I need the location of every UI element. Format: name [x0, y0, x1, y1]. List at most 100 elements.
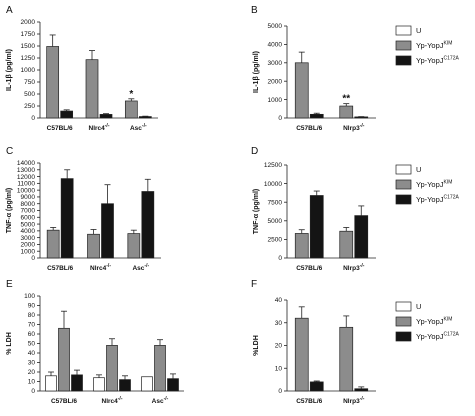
- bar: [339, 230, 354, 259]
- panel-letter: D: [251, 146, 258, 157]
- bar: [294, 62, 309, 119]
- bar: [99, 114, 113, 119]
- y-tick-label: 0: [278, 388, 282, 395]
- y-tick-label: 2000: [268, 78, 283, 85]
- legend-swatch: [395, 164, 412, 175]
- bar: [339, 105, 354, 119]
- bar: [339, 326, 354, 392]
- y-tick-label: 50: [28, 341, 36, 348]
- y-tick-label: 70: [28, 322, 36, 329]
- y-tick-label: 40: [275, 297, 283, 304]
- y-tick-label: 5000: [268, 23, 283, 30]
- y-tick-label: 7000: [21, 208, 36, 215]
- panel-a: A 0 250 500 750 1000 1250 1500 1750 2000 IL-1β (pg…: [6, 5, 158, 132]
- bar: [354, 116, 369, 119]
- y-tick-label: 0: [278, 115, 282, 122]
- panel-c: C 010002000300040005000600070008000900010…: [6, 146, 161, 272]
- legend: U Yp-YopJKIM Yp-YopJC172A: [395, 164, 459, 205]
- bar: [141, 191, 155, 259]
- y-tick-label: 40: [28, 350, 36, 357]
- bar: [93, 377, 105, 392]
- panel-letter: E: [6, 279, 13, 290]
- bar: [294, 317, 309, 392]
- panel-e: E 0 10 20 30 40 50 60 70 80 90 100 % LDH C57BL/6 Nlrc4…: [6, 279, 184, 405]
- y-tick-label: 1000: [21, 248, 36, 255]
- category-label: C57BL/6: [296, 125, 322, 132]
- legend-label: Yp-YopJC172A: [416, 56, 459, 66]
- y-tick-label: 12500: [264, 162, 282, 169]
- panel-d: D 0 2500 5000 7500 10000 12500 TNF-α (pg/ml) C57…: [251, 146, 376, 272]
- bar: [167, 378, 179, 392]
- y-tick-label: 1000: [21, 67, 36, 74]
- legend-label: U: [416, 26, 421, 35]
- significance-marker: *: [129, 89, 133, 100]
- legend-label: Yp-YopJKIM: [416, 317, 452, 327]
- panel-b: B 0 1000 2000 3000 4000 5000 IL-1β (pg/ml) C57BL…: [251, 5, 376, 132]
- y-tick-label: 10: [275, 365, 283, 372]
- bar: [60, 178, 74, 259]
- bar: [106, 345, 118, 392]
- y-axis-label: IL-1β (pg/ml): [253, 51, 260, 93]
- legend-swatch: [395, 40, 412, 51]
- bar: [309, 113, 324, 119]
- category-label: Asc-/-: [132, 263, 149, 272]
- legend-label: Yp-YopJKIM: [416, 180, 452, 190]
- y-tick-label: 2000: [21, 19, 36, 26]
- y-tick-label: 11000: [17, 181, 35, 188]
- category-label: Nlrp3-/-: [343, 263, 365, 272]
- legend-swatch: [395, 194, 412, 205]
- y-axis-label: %LDH: [253, 335, 260, 356]
- y-axis-label: % LDH: [6, 332, 13, 355]
- y-tick-label: 1250: [21, 55, 36, 62]
- y-tick-label: 6000: [21, 214, 36, 221]
- bar: [309, 381, 324, 392]
- bar: [354, 215, 369, 259]
- y-tick-label: 2000: [21, 242, 36, 249]
- bar: [309, 195, 324, 259]
- y-tick-label: 12000: [17, 174, 35, 181]
- legend-label: Yp-YopJC172A: [416, 332, 459, 342]
- y-tick-label: 750: [24, 79, 35, 86]
- category-label: Nlrc4-/-: [102, 396, 123, 405]
- legend-label: Yp-YopJKIM: [416, 41, 452, 51]
- bar: [58, 327, 70, 392]
- y-tick-label: 0: [31, 115, 35, 122]
- y-tick-label: 20: [275, 343, 283, 350]
- bar: [46, 46, 60, 119]
- category-label: Nlrp3-/-: [343, 396, 365, 405]
- legend-swatch: [395, 55, 412, 66]
- bar: [294, 233, 309, 259]
- y-tick-label: 5000: [268, 218, 283, 225]
- category-label: C57BL/6: [296, 265, 322, 272]
- y-tick-label: 10000: [264, 181, 282, 188]
- bar: [138, 116, 152, 119]
- significance-marker: **: [342, 94, 350, 105]
- y-tick-label: 14000: [17, 160, 35, 167]
- y-tick-label: 8000: [21, 201, 36, 208]
- category-label: Asc-/-: [130, 123, 147, 132]
- legend-swatch: [395, 331, 412, 342]
- bar: [45, 375, 57, 392]
- y-tick-label: 4000: [268, 42, 283, 49]
- legend-label: U: [416, 165, 421, 174]
- bar: [124, 100, 138, 119]
- bar: [101, 203, 114, 259]
- panel-letter: A: [6, 5, 13, 16]
- legend-label: Yp-YopJC172A: [416, 195, 459, 205]
- panel-letter: B: [251, 5, 258, 16]
- bar: [127, 233, 141, 259]
- category-label: Nlrc4-/-: [89, 123, 110, 132]
- bar: [119, 379, 131, 392]
- panel-letter: C: [6, 146, 13, 157]
- legend-swatch: [395, 316, 412, 327]
- y-tick-label: 3000: [21, 235, 36, 242]
- legend-label: U: [416, 302, 421, 311]
- bar: [154, 345, 166, 392]
- y-axis-label: IL-1β (pg/ml): [6, 49, 13, 91]
- legend-swatch: [395, 179, 412, 190]
- y-tick-label: 3000: [268, 60, 283, 67]
- y-tick-label: 13000: [17, 167, 35, 174]
- y-tick-label: 30: [275, 320, 283, 327]
- y-axis-label: TNF-α (pg/ml): [253, 189, 260, 235]
- y-tick-label: 2500: [268, 237, 283, 244]
